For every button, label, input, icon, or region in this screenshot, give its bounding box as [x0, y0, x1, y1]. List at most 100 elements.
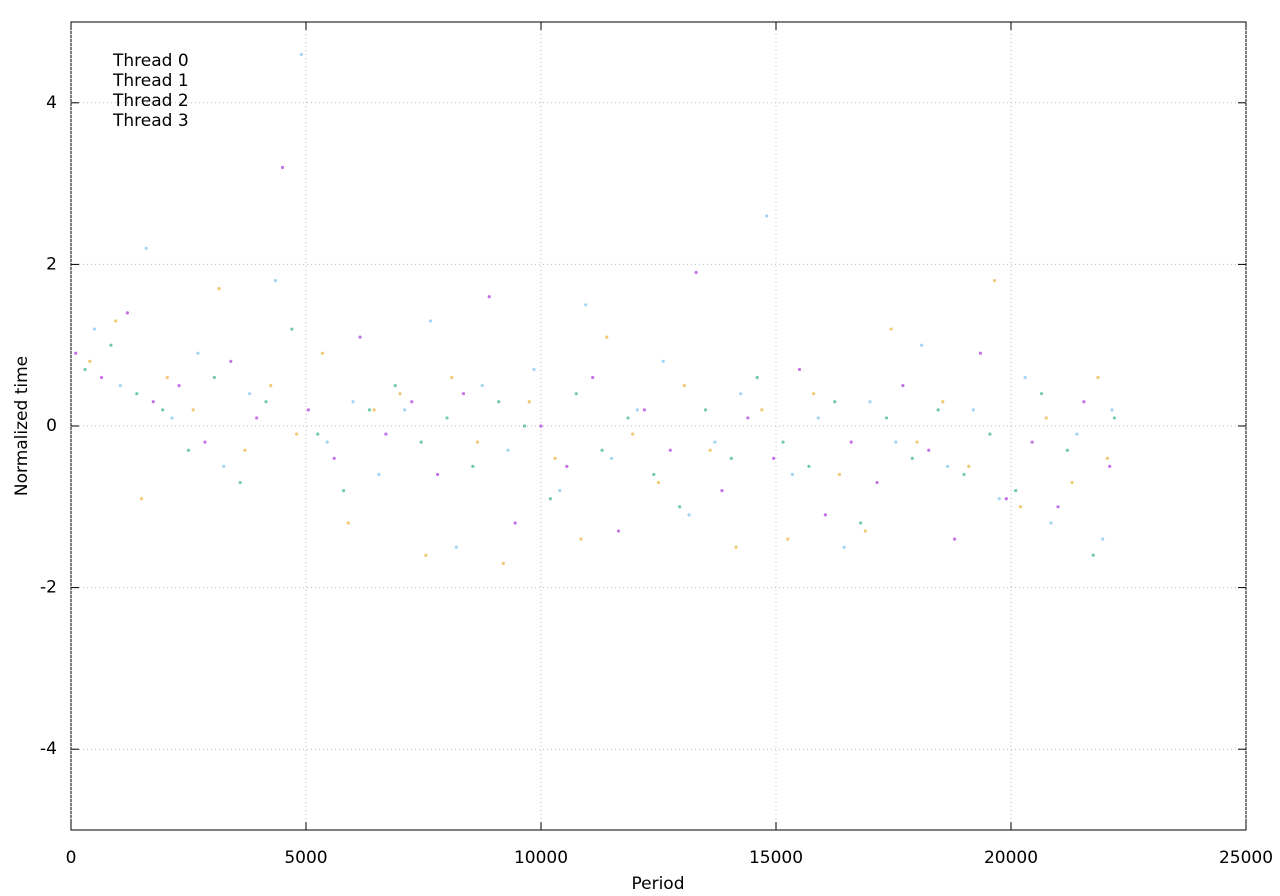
point [591, 375, 595, 380]
point [823, 513, 827, 517]
point [565, 464, 569, 468]
point [953, 537, 957, 541]
point [461, 392, 466, 396]
point [739, 392, 743, 396]
point [454, 545, 458, 549]
point [384, 432, 388, 436]
point [1056, 505, 1060, 509]
point [255, 416, 259, 420]
point [480, 384, 484, 388]
point [135, 392, 139, 396]
point [212, 375, 216, 380]
point [290, 327, 294, 331]
point [548, 497, 553, 501]
point [816, 416, 820, 420]
point [812, 392, 816, 396]
point [151, 400, 155, 404]
point [1082, 400, 1086, 404]
point [191, 408, 195, 412]
point [273, 278, 278, 283]
point [992, 278, 997, 283]
y-tick-label: 4 [46, 93, 57, 113]
x-axis-label: Period [631, 874, 684, 894]
point [1044, 416, 1048, 420]
point [118, 384, 122, 388]
point [325, 440, 329, 444]
point [1112, 416, 1116, 420]
y-tick-label: -4 [40, 739, 57, 759]
point [170, 416, 174, 420]
point [1101, 537, 1105, 541]
point [616, 529, 621, 533]
point [807, 464, 811, 468]
point [661, 359, 665, 363]
point [849, 440, 853, 444]
point [920, 343, 924, 347]
point [398, 392, 402, 396]
point [609, 456, 614, 460]
point [269, 384, 273, 388]
point [527, 400, 531, 404]
x-tick-label: 20000 [984, 848, 1038, 868]
point [1091, 553, 1095, 557]
point [936, 408, 940, 412]
point [765, 214, 769, 218]
point [927, 448, 931, 452]
point [497, 400, 501, 404]
point [280, 165, 285, 170]
point [424, 553, 428, 557]
point [196, 351, 200, 355]
point [1105, 456, 1109, 460]
x-tick-label: 0 [66, 848, 77, 868]
point [445, 416, 449, 420]
point [139, 497, 144, 501]
point [962, 472, 966, 477]
point [833, 400, 837, 404]
point [894, 440, 898, 444]
point [997, 497, 1001, 501]
point [1039, 392, 1044, 396]
point [746, 416, 750, 420]
point [342, 489, 346, 493]
point [1096, 375, 1100, 380]
point [471, 464, 475, 468]
point [884, 416, 889, 420]
point [1065, 448, 1069, 452]
point [863, 529, 867, 533]
point [436, 472, 440, 477]
point [229, 359, 233, 363]
point [92, 327, 97, 331]
point [656, 480, 661, 485]
point [346, 521, 350, 525]
point [186, 448, 191, 452]
point [790, 472, 795, 477]
point [910, 456, 914, 460]
point [703, 408, 708, 412]
point [797, 367, 802, 372]
point [332, 456, 336, 460]
point [1023, 375, 1027, 380]
point [574, 392, 578, 396]
point [539, 424, 543, 428]
point [351, 400, 355, 404]
point [1070, 480, 1074, 485]
point [713, 440, 717, 444]
point [475, 440, 480, 444]
point [626, 416, 630, 420]
point [901, 384, 905, 388]
point [88, 359, 92, 363]
legend-label: Thread 1 [112, 71, 189, 91]
point [177, 384, 181, 388]
point [558, 489, 562, 493]
legend-label: Thread 3 [112, 111, 189, 131]
y-tick-label: -2 [40, 578, 57, 598]
point [988, 432, 992, 436]
point [687, 513, 691, 517]
point [264, 400, 268, 404]
point [419, 440, 423, 444]
point [428, 319, 433, 323]
point [1018, 505, 1023, 509]
x-tick-label: 15000 [749, 848, 803, 868]
point [144, 246, 148, 250]
point [306, 408, 310, 412]
